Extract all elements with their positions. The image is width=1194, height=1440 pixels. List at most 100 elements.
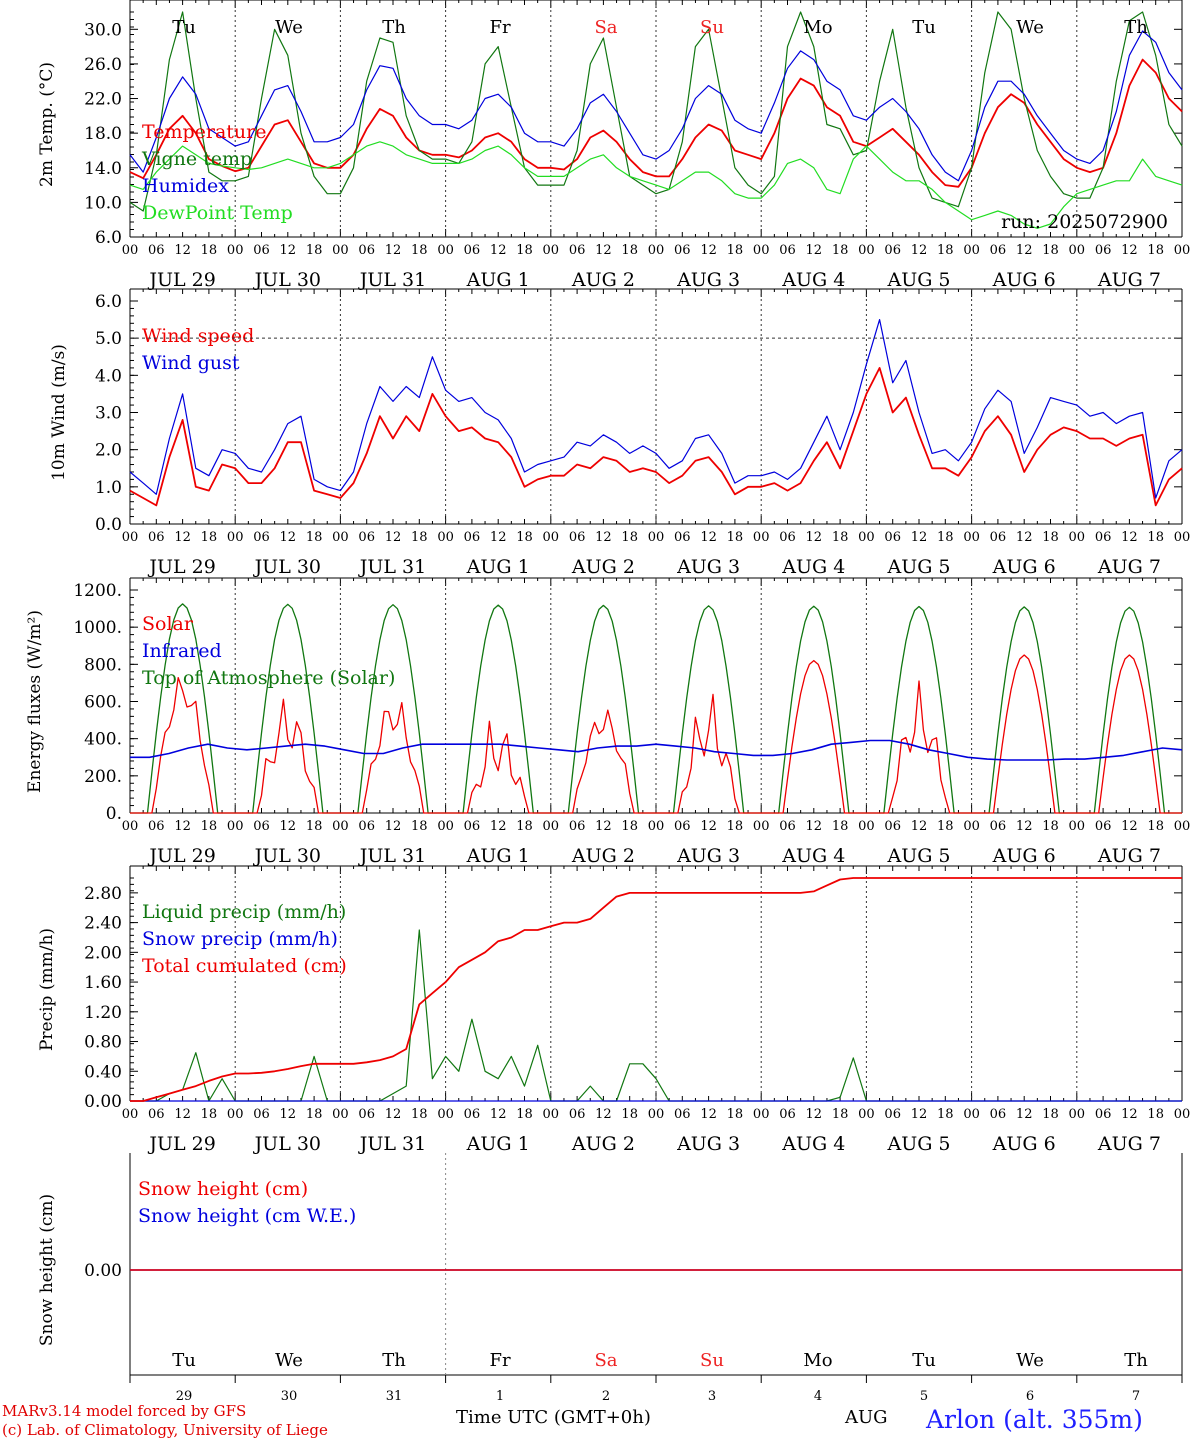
date-label: JUL 30 [253, 845, 321, 867]
hour-tick-label: 18 [832, 530, 849, 545]
y-tick-label: 1000. [73, 618, 122, 638]
hour-tick-label: 12 [1121, 530, 1138, 545]
day-numbers: 29 30 31 1 2 3 4 5 6 7 [176, 1389, 1140, 1404]
hour-tick-label: 18 [516, 530, 533, 545]
hour-tick-label: 00 [858, 243, 875, 258]
hour-tick-label: 18 [621, 819, 638, 834]
hour-tick-label: 18 [937, 1107, 954, 1122]
hour-tick-label: 06 [569, 819, 586, 834]
dow-label-weekend: Su [700, 17, 724, 38]
hour-tick-label: 18 [1042, 243, 1059, 258]
date-label: JUL 31 [358, 269, 426, 291]
hour-tick-label: 12 [385, 530, 402, 545]
legend-entry: Total cumulated (cm) [142, 955, 347, 977]
y-tick-label: 0.00 [84, 1092, 122, 1112]
date-label: AUG 7 [1097, 845, 1161, 867]
hour-tick-label: 00 [437, 243, 454, 258]
hour-tick-label: 12 [385, 243, 402, 258]
y-axis-title: 10m Wind (m/s) [49, 344, 69, 481]
hour-tick-label: 00 [227, 530, 244, 545]
hour-tick-label: 18 [1147, 1107, 1164, 1122]
model-credit: MARv3.14 model forced by GFS [2, 1402, 246, 1420]
date-label: AUG 4 [781, 845, 845, 867]
hour-tick-label: 06 [569, 243, 586, 258]
date-label: JUL 31 [358, 845, 426, 867]
hour-tick-label: 12 [385, 819, 402, 834]
hour-tick-label: 12 [911, 819, 928, 834]
chart-panel-3: 0. 200. 400. 600. 800. 1000. 1200. Energy fluxe… [25, 577, 1190, 867]
hour-tick-label: 00 [332, 819, 349, 834]
hour-tick-label: 12 [280, 530, 297, 545]
hour-tick-label: 00 [648, 1107, 665, 1122]
legend-entry: Vigne temp [141, 148, 252, 170]
y-tick-label: 0. [106, 804, 122, 824]
series-line-blue [129, 30, 1183, 182]
chart-panel-2: 0.0 1.0 2.0 3.0 4.0 5.0 6.0 10m Wind (m/s) 00 06 1… [49, 288, 1190, 578]
y-tick-label: 400. [84, 730, 122, 750]
date-label: AUG 3 [676, 269, 740, 291]
hour-tick-label: 00 [437, 1107, 454, 1122]
legend-entry: DewPoint Temp [142, 202, 293, 224]
hour-tick-label: 18 [727, 243, 744, 258]
hour-tick-label: 18 [411, 243, 428, 258]
legend-entry: Liquid precip (mm/h) [142, 901, 346, 923]
y-tick-label: 1200. [73, 581, 122, 601]
date-label: AUG 4 [781, 269, 845, 291]
hour-tick-label: 00 [122, 243, 139, 258]
series-line-blue [129, 319, 1183, 499]
time-axis-title: Time UTC (GMT+0h) [456, 1407, 651, 1428]
dow-label: Th [1124, 1350, 1148, 1371]
y-tick-label: 1.0 [95, 478, 122, 498]
y-tick-label: 18.0 [84, 124, 122, 144]
dow-label: Tu [172, 1350, 196, 1371]
dow-label: Fr [489, 17, 510, 38]
hour-tick-label: 18 [1147, 819, 1164, 834]
dow-label-weekend: Su [700, 1350, 724, 1371]
hour-tick-label: 12 [174, 243, 191, 258]
hour-tick-label: 12 [595, 819, 612, 834]
series-line-red [130, 877, 1182, 1102]
dow-label-weekend: Sa [594, 1350, 617, 1371]
hour-tick-label: 18 [832, 1107, 849, 1122]
hour-tick-label: 12 [1016, 530, 1033, 545]
y-tick-label: 1.60 [84, 973, 122, 993]
hour-tick-label: 12 [595, 530, 612, 545]
hour-tick-label: 18 [201, 243, 218, 258]
hour-tick-label: 18 [516, 1107, 533, 1122]
y-tick-label: 6.0 [95, 228, 122, 248]
date-label: AUG 5 [886, 556, 950, 578]
hour-tick-label: 18 [1042, 530, 1059, 545]
y-tick-label: 26.0 [84, 55, 122, 75]
y-tick-label: 2.80 [84, 884, 122, 904]
hour-tick-label: 12 [280, 819, 297, 834]
hour-tick-label: 12 [911, 243, 928, 258]
hour-tick-label: 06 [779, 243, 796, 258]
series-line-lightgreen [129, 141, 1183, 229]
day-number: 2 [602, 1389, 610, 1404]
dow-label: Th [382, 1350, 406, 1371]
hour-tick-label: 12 [280, 1107, 297, 1122]
hour-tick-label: 12 [174, 530, 191, 545]
hour-tick-label: 18 [937, 819, 954, 834]
hour-tick-label: 06 [884, 243, 901, 258]
hour-tick-label: 18 [621, 1107, 638, 1122]
hour-tick-label: 06 [358, 530, 375, 545]
date-label: AUG 3 [676, 556, 740, 578]
y-tick-label: 0.80 [84, 1033, 122, 1053]
date-label: AUG 2 [571, 1133, 635, 1155]
hour-tick-label: 00 [227, 819, 244, 834]
y-tick-label: 3.0 [95, 404, 122, 424]
station-name: Arlon (alt. 355m) [925, 1405, 1143, 1434]
hour-tick-label: 00 [753, 1107, 770, 1122]
hour-tick-label: 12 [490, 243, 507, 258]
date-label: AUG 6 [992, 556, 1056, 578]
dow-label-weekend: Sa [594, 17, 617, 38]
hour-tick-label: 18 [937, 243, 954, 258]
y-tick-label: 2.40 [84, 914, 122, 934]
dow-label: We [1016, 17, 1044, 38]
lab-credit: (c) Lab. of Climatology, University of L… [2, 1421, 328, 1439]
hour-tick-label: 18 [621, 530, 638, 545]
dow-label: Mo [803, 1350, 832, 1371]
hour-tick-label: 18 [306, 530, 323, 545]
hour-tick-label: 06 [779, 819, 796, 834]
